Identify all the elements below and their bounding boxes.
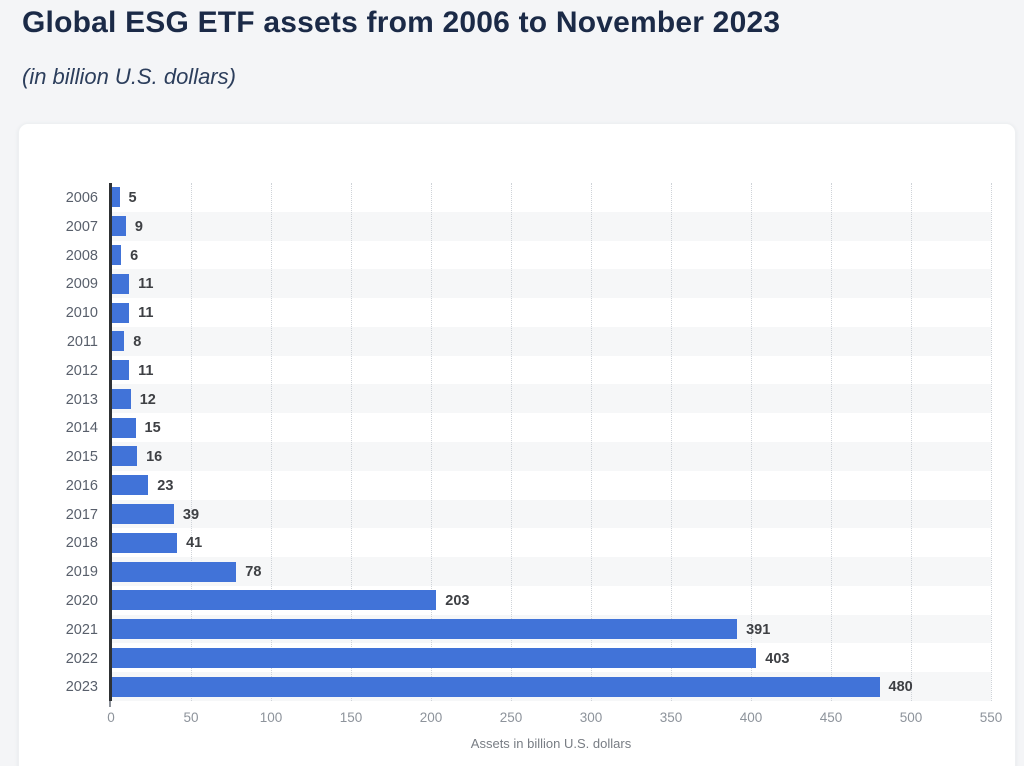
bar-2022[interactable] [111,647,757,668]
gridline [991,183,992,701]
value-label: 8 [133,334,142,351]
x-tick-label: 150 [339,710,363,725]
value-label: 5 [128,190,137,207]
gridline [591,183,592,701]
gridline [511,183,512,701]
value-label: 12 [139,391,156,408]
bar-2009[interactable] [111,273,130,294]
value-label: 6 [130,247,139,264]
bar-2014[interactable] [111,417,136,438]
value-label: 203 [445,593,470,610]
x-tick-label: 350 [659,710,683,725]
bar-2019[interactable] [111,561,237,582]
x-tick-label: 200 [419,710,443,725]
bar-2018[interactable] [111,532,178,553]
value-label: 9 [134,218,143,235]
value-label: 15 [144,420,161,437]
bar-2006[interactable] [111,187,120,208]
x-tick-label: 300 [579,710,603,725]
x-tick-label: 550 [979,710,1003,725]
year-label: 2023 [65,679,98,696]
x-tick-label: 450 [819,710,843,725]
year-label: 2013 [65,391,98,408]
bar-2013[interactable] [111,388,131,409]
year-label: 2012 [65,362,98,379]
gridline [191,183,192,701]
year-label: 2017 [65,506,98,523]
x-tick-label: 0 [107,710,115,725]
value-label: 403 [765,650,790,667]
gridline [831,183,832,701]
year-label: 2006 [65,190,98,207]
chart-title: Global ESG ETF assets from 2006 to Novem… [22,6,781,39]
gridline [431,183,432,701]
gridline [271,183,272,701]
bar-2008[interactable] [111,244,122,265]
row-stripe [111,499,991,529]
bar-2023[interactable] [111,676,880,697]
value-label: 11 [138,276,154,293]
bar-2016[interactable] [111,475,149,496]
row-stripe [111,442,991,471]
value-label: 11 [138,362,154,379]
bar-2010[interactable] [111,302,130,323]
bar-2021[interactable] [111,619,738,640]
value-label: 23 [157,477,174,494]
bar-2015[interactable] [111,446,138,467]
year-label: 2010 [65,305,98,322]
value-label: 391 [746,621,771,638]
value-label: 41 [186,535,203,552]
bar-2012[interactable] [111,360,130,381]
year-label: 2016 [65,477,98,494]
row-stripe [111,211,991,241]
value-label: 39 [182,506,200,523]
row-stripe [111,269,991,299]
year-label: 2018 [65,535,98,552]
bar-2011[interactable] [111,331,125,352]
year-label: 2022 [65,650,98,667]
x-tick-label: 100 [259,710,283,725]
row-stripe [111,384,991,414]
row-stripe [111,326,991,356]
x-axis-zero-tick [109,701,111,707]
gridline [751,183,752,701]
bar-2020[interactable] [111,590,437,611]
year-label: 2014 [65,420,98,437]
x-tick-label: 400 [739,710,763,725]
x-tick-label: 500 [899,710,923,725]
year-label: 2008 [65,247,98,264]
x-tick-label: 250 [499,710,523,725]
row-stripe [111,557,991,586]
value-label: 16 [146,449,163,466]
chart-card: Assets in billion U.S. dollars 0 50 100 150… [18,123,1016,766]
year-label: 2009 [65,276,98,293]
x-axis-title: Assets in billion U.S. dollars [470,736,632,751]
bar-chart-plot: Assets in billion U.S. dollars 0 50 100 150… [19,124,1015,766]
year-label: 2011 [66,334,98,351]
value-label: 78 [245,564,262,581]
bar-2007[interactable] [111,216,126,237]
x-tick-label: 50 [183,710,199,725]
y-axis-line [109,183,112,701]
year-label: 2007 [65,218,98,235]
value-label: 11 [138,305,154,322]
year-label: 2019 [65,564,98,581]
bar-2017[interactable] [111,503,174,524]
year-label: 2020 [65,593,98,610]
chart-subtitle: (in billion U.S. dollars) [22,64,236,89]
gridline [351,183,352,701]
gridline [671,183,672,701]
value-label: 480 [888,679,913,696]
year-label: 2021 [65,621,98,638]
gridline [911,183,912,701]
year-label: 2015 [65,449,98,466]
